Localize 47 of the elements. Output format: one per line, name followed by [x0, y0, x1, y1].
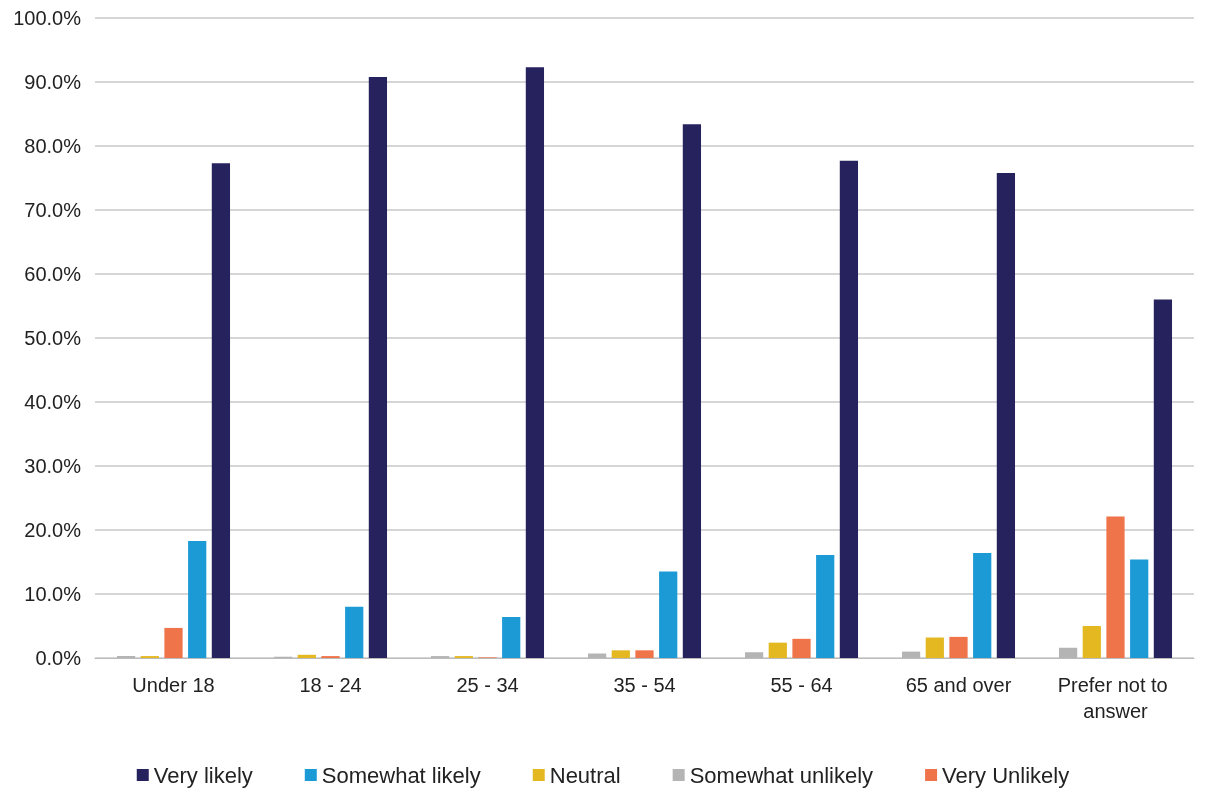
y-tick-label: 30.0%: [24, 455, 82, 477]
legend-label: Somewhat likely: [321, 762, 481, 788]
bar: [211, 163, 231, 658]
legend-label: Very likely: [153, 762, 253, 788]
y-tick-label: 20.0%: [24, 519, 82, 541]
bar: [925, 637, 944, 658]
y-tick-label: 0.0%: [35, 647, 82, 669]
bar: [792, 638, 811, 658]
bar: [1153, 299, 1173, 658]
x-tick-label: 18 - 24: [299, 674, 362, 696]
bar: [682, 124, 702, 658]
bar: [188, 540, 207, 658]
bar: [611, 650, 630, 658]
y-tick-label: 60.0%: [24, 263, 82, 285]
bar: [635, 650, 654, 658]
bar: [816, 554, 835, 658]
bar: [297, 654, 316, 658]
bar: [164, 627, 183, 658]
y-tick-label: 80.0%: [24, 135, 82, 157]
bar: [525, 67, 545, 658]
bar: [768, 642, 787, 658]
bar: [659, 571, 678, 658]
legend-label: Very Unlikely: [942, 762, 1070, 788]
bar: [1130, 559, 1149, 658]
y-tick-label: 90.0%: [24, 71, 82, 93]
bar: [1106, 516, 1125, 658]
y-tick-label: 40.0%: [24, 391, 82, 413]
x-tick-label: Under 18: [132, 674, 215, 696]
x-tick-label: 65 and over: [905, 674, 1012, 696]
y-tick-label: 10.0%: [24, 583, 82, 605]
y-tick-label: 70.0%: [24, 199, 82, 221]
x-tick-label: 35 - 54: [613, 674, 676, 696]
bar: [502, 617, 521, 658]
bar: [1082, 626, 1101, 658]
legend-label: Somewhat unlikely: [689, 762, 874, 788]
y-tick-label: 100.0%: [13, 7, 82, 29]
bar: [839, 160, 859, 658]
bar: [949, 636, 968, 658]
bar: [345, 606, 364, 658]
legend-label: Neutral: [549, 762, 621, 788]
bar: [368, 76, 388, 658]
bar: [996, 172, 1016, 658]
y-tick-label: 50.0%: [24, 327, 82, 349]
bar: [973, 553, 992, 658]
x-tick-label: 25 - 34: [456, 674, 519, 696]
x-tick-label: Prefer not to answer: [1057, 674, 1174, 722]
x-tick-label: 55 - 64: [770, 674, 833, 696]
